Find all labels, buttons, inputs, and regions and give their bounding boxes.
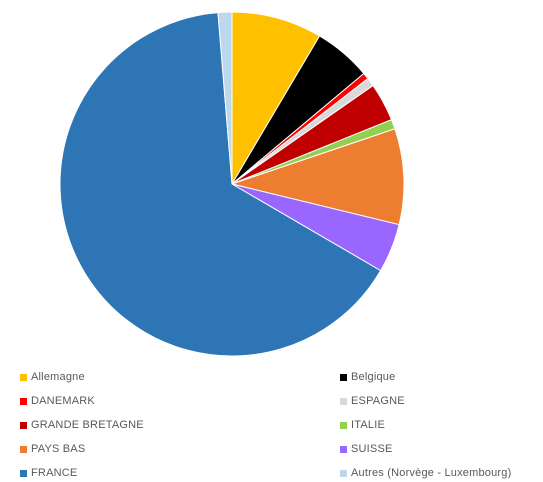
legend-swatch — [20, 421, 27, 429]
legend-item-suisse: SUISSE — [340, 440, 543, 458]
legend-label: Belgique — [351, 371, 396, 383]
legend-swatch — [20, 445, 27, 453]
legend-label: ESPAGNE — [351, 395, 405, 407]
legend-label: DANEMARK — [31, 395, 95, 407]
legend-item-grande-bretagne: GRANDE BRETAGNE — [20, 416, 340, 434]
legend-label: Autres (Norvège - Luxembourg) — [351, 467, 512, 479]
legend-item-italie: ITALIE — [340, 416, 543, 434]
pie-plot-area — [59, 11, 405, 357]
chart-legend: Allemagne Belgique DANEMARK ESPAGNE GRANDE B… — [20, 368, 543, 482]
legend-swatch — [340, 421, 347, 429]
pie-slice-allemagne — [231, 11, 321, 186]
legend-swatch — [20, 373, 27, 381]
legend-label: Allemagne — [31, 371, 85, 383]
legend-item-allemagne: Allemagne — [20, 368, 340, 386]
legend-label: SUISSE — [351, 443, 393, 455]
legend-swatch — [340, 397, 347, 405]
legend-swatch — [340, 469, 347, 477]
legend-label: PAYS BAS — [31, 443, 86, 455]
legend-item-pays-bas: PAYS BAS — [20, 440, 340, 458]
legend-swatch — [20, 397, 27, 405]
pie-slice-france — [59, 12, 382, 357]
pie-slice-autres-norvege-luxembourg — [217, 11, 233, 185]
legend-item-belgique: Belgique — [340, 368, 543, 386]
legend-swatch — [340, 373, 347, 381]
legend-label: ITALIE — [351, 419, 386, 431]
legend-item-france: FRANCE — [20, 464, 340, 482]
legend-item-espagne: ESPAGNE — [340, 392, 543, 410]
legend-swatch — [20, 469, 27, 477]
legend-swatch — [340, 445, 347, 453]
legend-item-danemark: DANEMARK — [20, 392, 340, 410]
legend-label: FRANCE — [31, 467, 78, 479]
pie-slice-pays-bas — [230, 128, 405, 226]
legend-label: GRANDE BRETAGNE — [31, 419, 144, 431]
legend-item-autres-norvege-luxembourg: Autres (Norvège - Luxembourg) — [340, 464, 543, 482]
